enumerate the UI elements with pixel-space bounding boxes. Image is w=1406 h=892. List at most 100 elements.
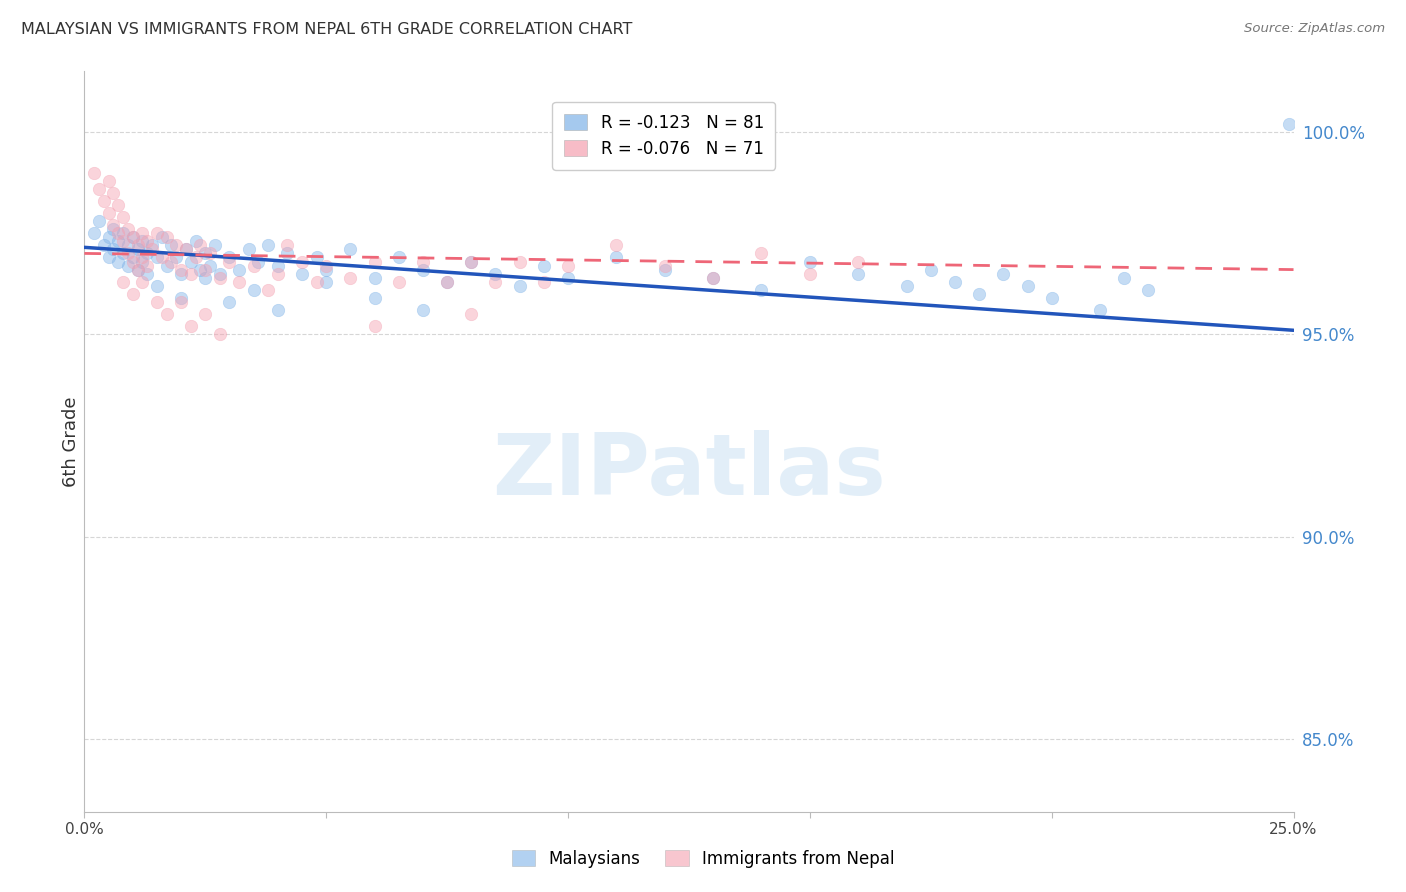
Point — [460, 254, 482, 268]
Point — [112, 226, 135, 240]
Point — [509, 254, 531, 268]
Point — [141, 238, 163, 252]
Point — [436, 275, 458, 289]
Point — [751, 246, 773, 260]
Point — [83, 165, 105, 179]
Point — [920, 262, 942, 277]
Point — [87, 182, 110, 196]
Point — [198, 259, 221, 273]
Point — [121, 230, 143, 244]
Point — [484, 275, 506, 289]
Point — [121, 251, 143, 265]
Point — [131, 275, 153, 289]
Point — [208, 327, 231, 342]
Point — [131, 226, 153, 240]
Point — [174, 243, 197, 257]
Point — [363, 291, 385, 305]
Point — [228, 275, 250, 289]
Point — [315, 262, 337, 277]
Point — [1114, 270, 1136, 285]
Point — [339, 270, 361, 285]
Point — [180, 319, 202, 334]
Point — [174, 243, 197, 257]
Point — [165, 251, 187, 265]
Point — [107, 234, 129, 248]
Point — [315, 259, 337, 273]
Point — [1137, 283, 1160, 297]
Point — [943, 275, 966, 289]
Point — [1088, 303, 1111, 318]
Point — [460, 307, 482, 321]
Point — [291, 254, 314, 268]
Point — [198, 246, 221, 260]
Point — [363, 254, 385, 268]
Point — [194, 307, 217, 321]
Point — [136, 259, 159, 273]
Point — [967, 286, 990, 301]
Point — [339, 243, 361, 257]
Point — [146, 295, 169, 310]
Point — [194, 270, 217, 285]
Point — [846, 267, 869, 281]
Point — [605, 251, 627, 265]
Point — [141, 243, 163, 257]
Point — [460, 254, 482, 268]
Point — [107, 198, 129, 212]
Point — [702, 270, 724, 285]
Point — [305, 251, 328, 265]
Point — [117, 259, 139, 273]
Point — [1278, 117, 1301, 131]
Legend: Malaysians, Immigrants from Nepal: Malaysians, Immigrants from Nepal — [505, 844, 901, 875]
Point — [267, 259, 290, 273]
Point — [136, 267, 159, 281]
Point — [150, 251, 173, 265]
Point — [117, 238, 139, 252]
Point — [388, 251, 411, 265]
Point — [93, 238, 115, 252]
Point — [170, 295, 193, 310]
Point — [218, 295, 240, 310]
Point — [412, 254, 434, 268]
Point — [155, 307, 177, 321]
Point — [146, 251, 169, 265]
Point — [605, 238, 627, 252]
Point — [184, 234, 207, 248]
Point — [533, 259, 555, 273]
Point — [127, 243, 149, 257]
Point — [112, 275, 135, 289]
Point — [112, 234, 135, 248]
Point — [121, 286, 143, 301]
Point — [170, 262, 193, 277]
Point — [799, 254, 821, 268]
Point — [165, 238, 187, 252]
Point — [112, 246, 135, 260]
Point — [896, 278, 918, 293]
Point — [228, 262, 250, 277]
Point — [1017, 278, 1039, 293]
Point — [180, 267, 202, 281]
Point — [146, 226, 169, 240]
Point — [557, 270, 579, 285]
Point — [218, 251, 240, 265]
Point — [97, 251, 120, 265]
Point — [170, 267, 193, 281]
Point — [388, 275, 411, 289]
Point — [150, 230, 173, 244]
Point — [136, 234, 159, 248]
Legend: R = -0.123   N = 81, R = -0.076   N = 71: R = -0.123 N = 81, R = -0.076 N = 71 — [553, 102, 776, 169]
Point — [702, 270, 724, 285]
Point — [127, 262, 149, 277]
Point — [127, 262, 149, 277]
Point — [107, 226, 129, 240]
Point — [218, 254, 240, 268]
Point — [107, 254, 129, 268]
Point — [533, 275, 555, 289]
Point — [654, 259, 676, 273]
Point — [121, 254, 143, 268]
Point — [751, 283, 773, 297]
Point — [436, 275, 458, 289]
Point — [155, 230, 177, 244]
Point — [146, 278, 169, 293]
Point — [103, 222, 125, 236]
Point — [180, 254, 202, 268]
